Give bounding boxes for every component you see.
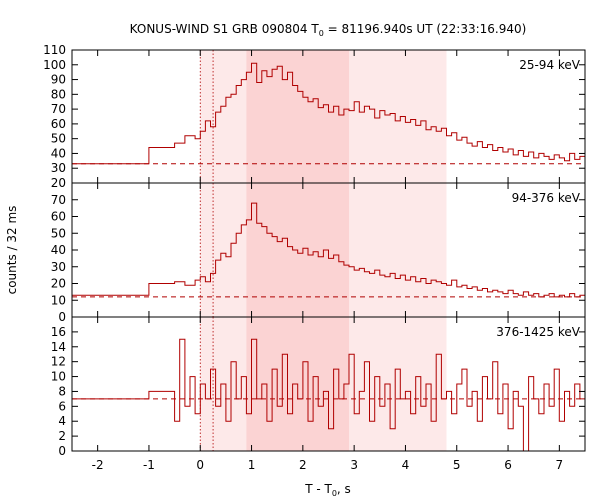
light-curve-series	[72, 338, 585, 452]
light-curve-series	[72, 202, 585, 298]
y-tick-label: 30	[51, 161, 66, 175]
x-tick-label: 5	[453, 458, 461, 472]
y-tick-label: 16	[51, 325, 66, 339]
x-tick-label: 7	[556, 458, 564, 472]
x-tick-label: 1	[248, 458, 256, 472]
y-tick-label: 100	[43, 58, 66, 72]
y-tick-label: 10	[51, 293, 66, 307]
y-tick-label: 0	[58, 310, 66, 324]
x-axis-label-main: T - T	[304, 482, 332, 496]
chart-title-rest: = 81196.940s UT (22:33:16.940)	[324, 22, 527, 36]
x-tick-label: 3	[350, 458, 358, 472]
x-tick-label: 6	[504, 458, 512, 472]
y-tick-label: 70	[51, 102, 66, 116]
chart-title-subscript: 0	[319, 29, 324, 38]
x-tick-label: -2	[92, 458, 104, 472]
x-tick-label: -1	[143, 458, 155, 472]
y-tick-label: 30	[51, 260, 66, 274]
y-tick-label: 20	[51, 277, 66, 291]
y-tick-label: 40	[51, 146, 66, 160]
x-axis-label-subscript: 0	[332, 489, 337, 498]
y-tick-label: 0	[58, 444, 66, 458]
panel-energy-label: 94-376 keV	[512, 191, 581, 205]
y-tick-label: 14	[51, 340, 66, 354]
panel-2: 0 10 20 30 40 50 60 70 94-376 keV	[51, 182, 586, 324]
y-tick-label: 4	[58, 414, 66, 428]
y-tick-label: 50	[51, 132, 66, 146]
x-tick-label: 0	[196, 458, 204, 472]
y-tick-label: 90	[51, 73, 66, 87]
chart-title: KONUS-WIND S1 GRB 090804 T0 = 81196.940s…	[130, 22, 527, 38]
x-tick-label: 2	[299, 458, 307, 472]
y-tick-label: 80	[51, 87, 66, 101]
y-tick-label: 12	[51, 355, 66, 369]
shaded-interval-2	[246, 50, 350, 183]
chart-title-main: KONUS-WIND S1 GRB 090804 T	[130, 22, 320, 36]
panel-energy-label: 25-94 keV	[519, 58, 581, 72]
y-tick-label: 20	[51, 176, 66, 190]
panel-frame	[71, 316, 586, 452]
y-tick-label: 40	[51, 243, 66, 257]
y-tick-label: 50	[51, 226, 66, 240]
y-tick-label: 6	[58, 399, 66, 413]
panel-energy-label: 376-1425 keV	[496, 325, 580, 339]
y-tick-label: 2	[58, 429, 66, 443]
y-tick-label: 10	[51, 370, 66, 384]
light-curve-series	[72, 62, 585, 165]
y-tick-label: 60	[51, 210, 66, 224]
y-tick-label: 8	[58, 384, 66, 398]
x-tick-label: 4	[402, 458, 410, 472]
x-axis-label: T - T0, s	[304, 482, 351, 498]
y-tick-label: 110	[43, 43, 66, 57]
y-tick-label: 60	[51, 117, 66, 131]
y-axis-label: counts / 32 ms	[5, 206, 19, 295]
x-axis-label-rest: , s	[337, 482, 351, 496]
y-tick-label: 70	[51, 193, 66, 207]
